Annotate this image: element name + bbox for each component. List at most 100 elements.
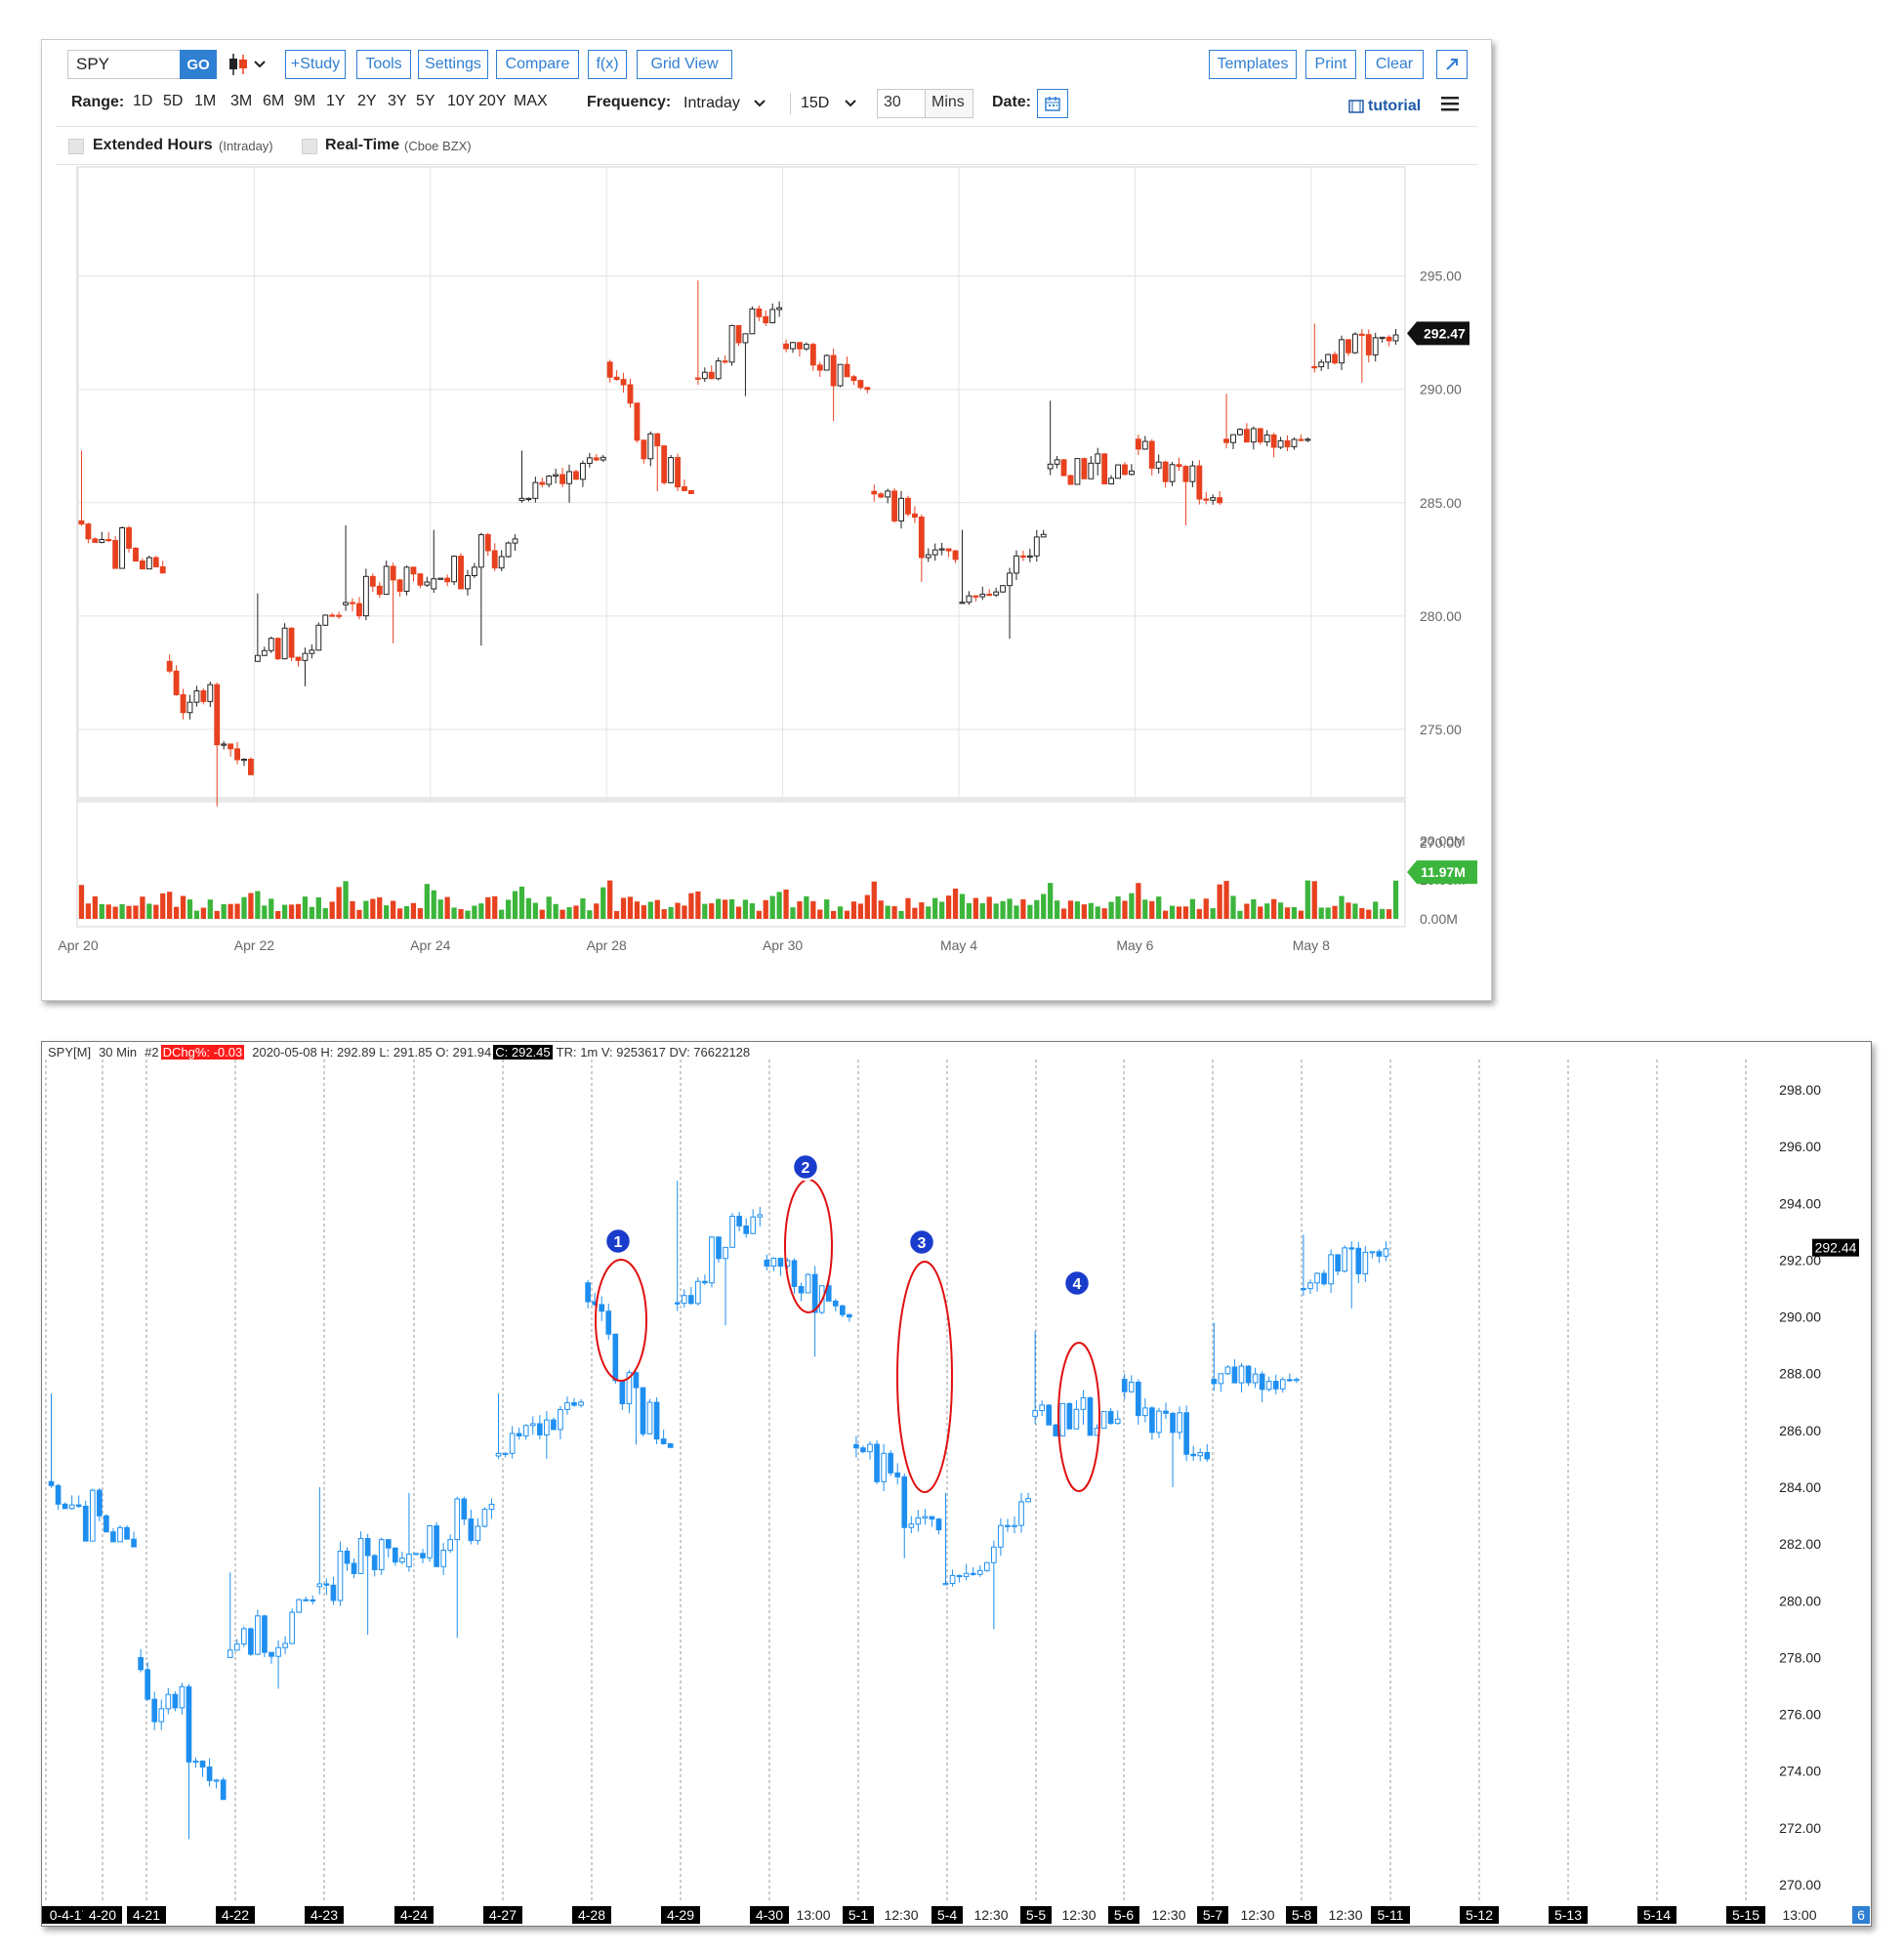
range-5d[interactable]: 5D bbox=[163, 93, 184, 109]
candle-body bbox=[1203, 498, 1210, 501]
y-tick-label: 284.00 bbox=[1779, 1479, 1821, 1495]
candle-body bbox=[68, 1504, 75, 1510]
candle-body bbox=[915, 1517, 922, 1525]
candle-body bbox=[1007, 572, 1013, 587]
volume-bar bbox=[735, 906, 742, 919]
volume-bar bbox=[1359, 908, 1365, 919]
settings-button[interactable]: Settings bbox=[418, 50, 488, 79]
menu-icon[interactable] bbox=[1441, 96, 1459, 111]
candle-body bbox=[1211, 1379, 1218, 1385]
candle-body bbox=[723, 1246, 728, 1260]
candle-body bbox=[371, 1555, 378, 1570]
candle-body bbox=[956, 1574, 963, 1578]
study-button[interactable]: +Study bbox=[285, 50, 346, 79]
candle-body bbox=[536, 1423, 543, 1435]
volume-bar bbox=[465, 910, 471, 919]
print-button[interactable]: Print bbox=[1305, 50, 1356, 79]
candle-body bbox=[929, 1516, 935, 1520]
candle-body bbox=[1005, 1524, 1011, 1527]
x-tick-label: Apr 22 bbox=[234, 937, 274, 953]
candle-body bbox=[991, 1546, 997, 1563]
x-tick-bg bbox=[572, 1906, 611, 1924]
candle-body bbox=[701, 371, 708, 380]
candle-body bbox=[431, 578, 437, 590]
y-tick-label: 278.00 bbox=[1779, 1649, 1821, 1665]
candle-body bbox=[743, 1225, 750, 1234]
tutorial-link[interactable]: tutorial bbox=[1348, 98, 1421, 115]
frequency-select[interactable]: Intraday bbox=[683, 89, 777, 118]
candle-body bbox=[158, 1708, 165, 1723]
annotation-marker bbox=[603, 1226, 633, 1256]
candle-body bbox=[687, 1295, 694, 1305]
candle-body bbox=[1053, 1424, 1059, 1436]
annotation-ellipse bbox=[1057, 1342, 1100, 1492]
candle-body bbox=[1176, 464, 1182, 468]
header-dchg: DChg%: -0.03 bbox=[160, 1045, 245, 1060]
clear-button[interactable]: Clear bbox=[1365, 50, 1424, 79]
candle-body bbox=[605, 1310, 612, 1335]
extended-hours-label: Extended Hours bbox=[93, 137, 213, 153]
candle-body bbox=[599, 1304, 605, 1312]
templates-button[interactable]: Templates bbox=[1209, 50, 1297, 79]
candle-body bbox=[1025, 1498, 1031, 1503]
extended-hours-checkbox[interactable] bbox=[68, 139, 84, 154]
candle-body bbox=[750, 1216, 757, 1234]
range-max[interactable]: MAX bbox=[514, 93, 548, 109]
candle-body bbox=[853, 1443, 859, 1449]
range-10y[interactable]: 10Y bbox=[447, 93, 476, 109]
volume-bar bbox=[1244, 903, 1250, 919]
candle-body bbox=[1155, 461, 1162, 469]
candle-body bbox=[1304, 438, 1311, 441]
candle-body bbox=[117, 1526, 123, 1543]
annotated-candlestick-chart[interactable]: 298.00 296.00 294.00 292.00 290.00 288.00 286.… bbox=[42, 1042, 1871, 1926]
candle-body bbox=[420, 1553, 426, 1559]
y-tick-label: 274.00 bbox=[1779, 1764, 1821, 1779]
range-1y[interactable]: 1Y bbox=[326, 93, 346, 109]
grid-view-button[interactable]: Grid View bbox=[637, 50, 732, 79]
period-select[interactable]: 15D bbox=[801, 89, 865, 118]
candle-body bbox=[214, 684, 221, 746]
range-5y[interactable]: 5Y bbox=[416, 93, 435, 109]
volume-bar bbox=[186, 899, 193, 919]
price-volume-chart[interactable]: 295.00 290.00 285.00 280.00 275.00 270.00 Apr … bbox=[42, 40, 1491, 1000]
volume-bar bbox=[248, 893, 254, 919]
range-1d[interactable]: 1D bbox=[133, 93, 153, 109]
y-tick-label: 286.00 bbox=[1779, 1423, 1821, 1438]
range-20y[interactable]: 20Y bbox=[478, 93, 507, 109]
candle-body bbox=[757, 1214, 764, 1218]
calendar-icon[interactable] bbox=[1037, 89, 1068, 118]
candle-body bbox=[522, 1425, 529, 1436]
volume-bar bbox=[363, 900, 369, 919]
expand-arrow-icon[interactable] bbox=[1436, 50, 1468, 79]
candle-body bbox=[925, 554, 931, 559]
range-9m[interactable]: 9M bbox=[294, 93, 316, 109]
candle-body bbox=[488, 1503, 495, 1511]
candle-body bbox=[1379, 336, 1386, 340]
candle-body bbox=[798, 1285, 805, 1294]
range-6m[interactable]: 6M bbox=[263, 93, 285, 109]
function-button[interactable]: f(x) bbox=[588, 50, 627, 79]
tools-button[interactable]: Tools bbox=[356, 50, 411, 79]
interval-input[interactable]: 30 bbox=[877, 89, 926, 118]
x-tick-label: 12:30 bbox=[1240, 1907, 1274, 1923]
range-3m[interactable]: 3M bbox=[230, 93, 253, 109]
volume-bar bbox=[804, 895, 809, 919]
candle-body bbox=[165, 1693, 172, 1710]
candle-body bbox=[471, 566, 477, 577]
candle-body bbox=[199, 1760, 206, 1767]
range-1m[interactable]: 1M bbox=[194, 93, 217, 109]
candlestick-type-icon[interactable] bbox=[228, 52, 270, 77]
candle-body bbox=[864, 387, 871, 391]
candle-body bbox=[966, 595, 973, 603]
volume-bar bbox=[140, 896, 145, 919]
compare-button[interactable]: Compare bbox=[496, 50, 579, 79]
range-3y[interactable]: 3Y bbox=[388, 93, 407, 109]
x-tick-label: 5-6 bbox=[1114, 1907, 1134, 1923]
range-2y[interactable]: 2Y bbox=[357, 93, 377, 109]
candle-body bbox=[942, 1583, 949, 1586]
realtime-checkbox[interactable] bbox=[302, 139, 317, 154]
candle-body bbox=[330, 1584, 337, 1601]
last-price-tag bbox=[1812, 1238, 1859, 1257]
volume-bar bbox=[518, 886, 525, 919]
go-button[interactable]: GO bbox=[180, 50, 217, 79]
